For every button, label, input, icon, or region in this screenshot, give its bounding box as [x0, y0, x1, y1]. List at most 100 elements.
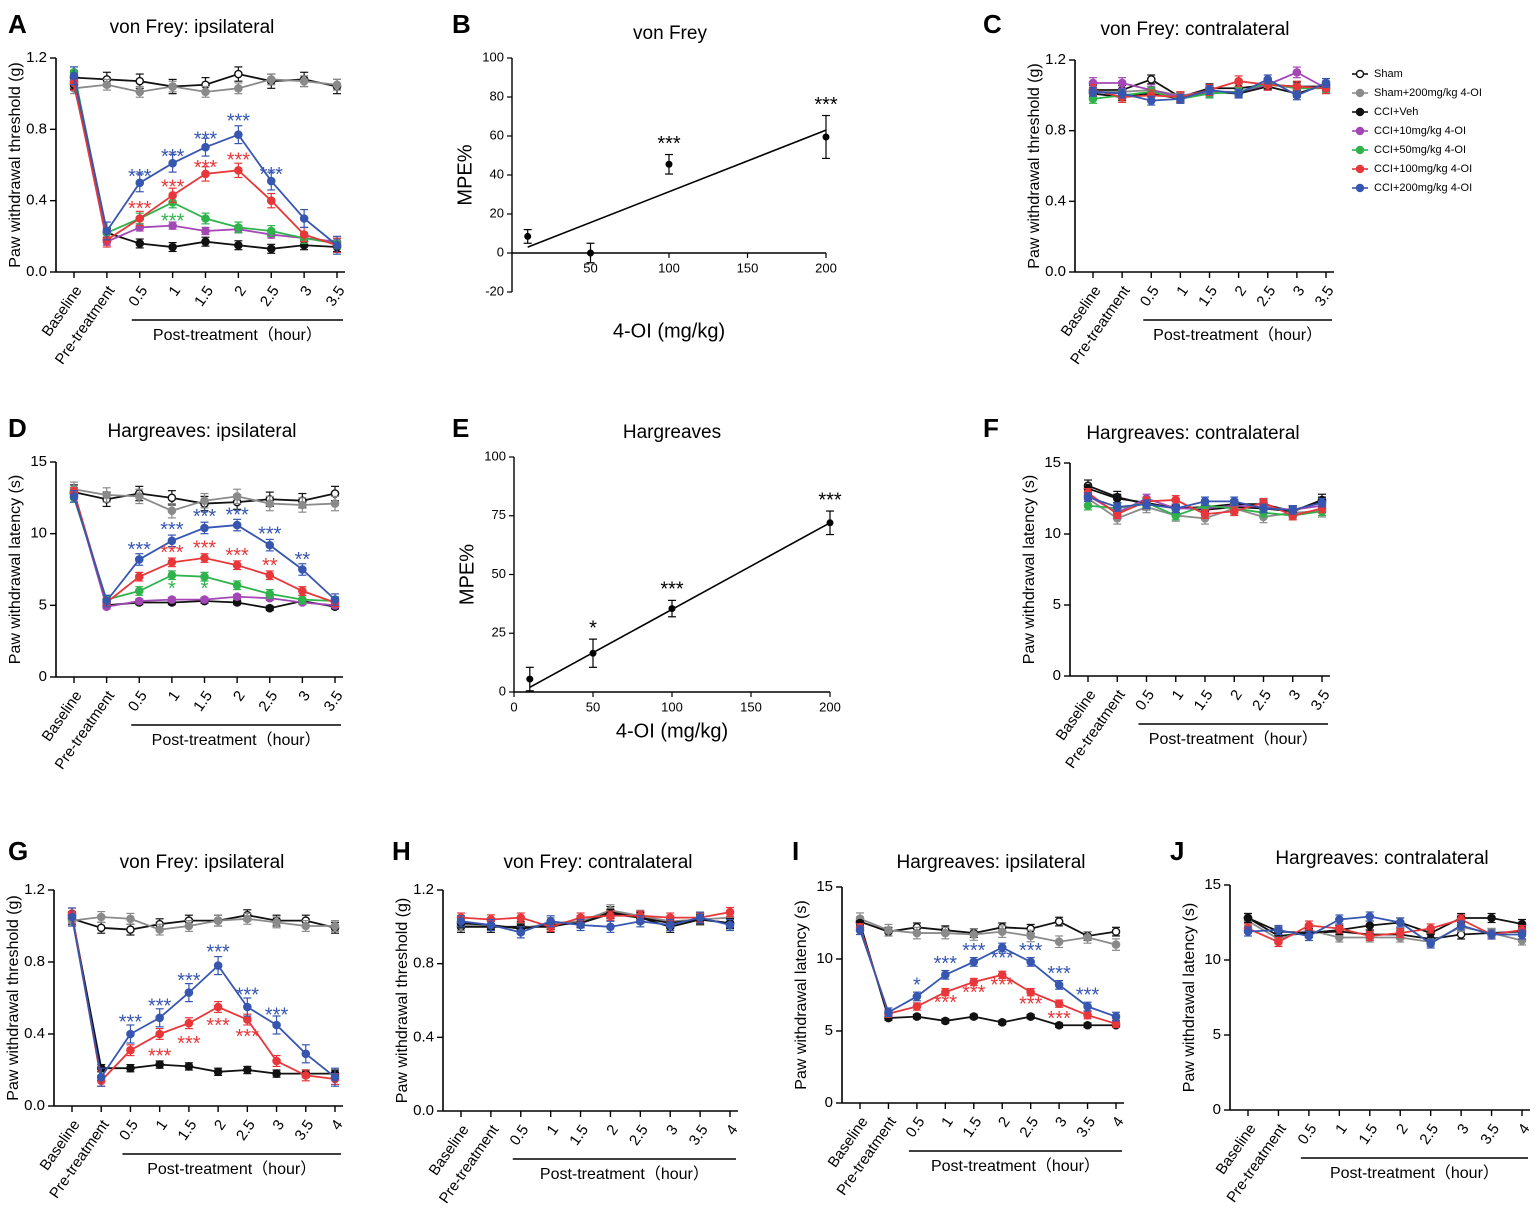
data-point [330, 499, 340, 508]
significance-label: *** [1019, 940, 1043, 962]
significance-label: *** [657, 133, 681, 155]
legend-marker [1355, 107, 1365, 117]
series-cci200 [456, 911, 735, 939]
y-tick-label: 15 [30, 453, 47, 470]
x-tick-label: 2 [1393, 1121, 1412, 1138]
x-tick-label: 0 [510, 699, 517, 714]
data-point [912, 1002, 922, 1011]
significance-label: * [913, 975, 921, 997]
x-tick-label: 4 [1515, 1121, 1534, 1138]
y-tick-label: 1.2 [24, 881, 45, 898]
y-axis-label: Paw withdrawal threshold (g) [394, 898, 411, 1103]
y-tick-label: 0.0 [1045, 263, 1066, 280]
data-point [135, 239, 145, 248]
x-tick-label: 0.5 [1295, 1121, 1321, 1148]
data-point [155, 1029, 164, 1039]
x-tick-label: 3 [297, 283, 316, 300]
series-line [859, 920, 1117, 937]
data-point [332, 240, 342, 250]
series-cciveh [456, 908, 735, 934]
data-point [822, 133, 830, 141]
series-cci100 [855, 923, 1121, 1029]
data-point [168, 221, 177, 230]
significance-label: * [201, 578, 209, 600]
y-axis-label: Paw withdrawal threshold (g) [1026, 63, 1043, 268]
x-tick-label: 2.5 [1016, 1114, 1042, 1141]
significance-label: *** [161, 210, 185, 232]
y-tick-label: 10 [30, 525, 47, 542]
significance-label: *** [258, 523, 282, 545]
data-point [1487, 913, 1496, 923]
data-point [168, 158, 177, 168]
x-tick-label: 3 [1052, 1114, 1071, 1131]
data-point [134, 596, 144, 606]
data-point [232, 492, 242, 501]
x-tick-label: 3.5 [323, 283, 349, 310]
data-point [941, 928, 950, 938]
data-point [1171, 495, 1181, 505]
data-point [969, 1012, 979, 1021]
y-tick-label: 75 [492, 507, 506, 522]
data-point [826, 519, 834, 527]
x-tick-label: 1 [543, 1122, 562, 1139]
legend-item-sham200: Sham+200mg/kg 4-OI [1352, 87, 1482, 99]
data-point [232, 520, 242, 530]
data-point [1200, 497, 1210, 506]
significance-label: *** [194, 128, 218, 150]
data-point [134, 586, 144, 596]
data-point [486, 920, 496, 930]
panel-label: H [392, 836, 411, 866]
y-tick-label: 1.2 [1045, 51, 1066, 68]
data-point [184, 921, 194, 931]
data-point [155, 925, 164, 934]
data-point [167, 558, 177, 567]
significance-label: *** [160, 519, 184, 541]
x-tick-label: 2 [231, 283, 250, 300]
legend-item-cci50: CCI+50mg/kg 4-OI [1352, 144, 1466, 156]
data-point [516, 913, 526, 922]
y-tick-label: 5 [1213, 1026, 1221, 1043]
chart-title: von Frey: ipsilateral [110, 17, 275, 38]
data-point [695, 913, 705, 922]
series-cci200 [855, 925, 1121, 1022]
data-point [884, 1007, 893, 1017]
panel-label: A [8, 9, 27, 39]
data-point [201, 237, 210, 246]
data-point [1304, 931, 1314, 941]
series-line [460, 916, 731, 934]
series-cci100 [67, 907, 340, 1087]
data-point [1026, 1012, 1035, 1021]
significance-label: *** [1076, 985, 1100, 1007]
x-tick-label: 2.5 [257, 283, 283, 310]
y-tick-label: 0.4 [1045, 192, 1066, 209]
x-group-label: Post-treatment（hour） [147, 1160, 316, 1178]
data-point [1234, 76, 1243, 86]
panel-e: E Hargreaves 0 25 50 75 100 0 50 100 150 200 4-OI (m… [452, 413, 842, 742]
panel-j: J Hargreaves: contralateral 0 5 10 15 Paw with… [1170, 836, 1534, 1206]
significance-label: *** [991, 975, 1015, 997]
data-point [298, 500, 307, 510]
data-point [213, 961, 223, 970]
x-tick-label: 2.5 [233, 1117, 259, 1144]
significance-label: *** [260, 164, 284, 186]
data-point [1026, 957, 1035, 967]
x-tick-label: 3 [1290, 283, 1309, 300]
data-point [330, 921, 340, 931]
significance-label: *** [1047, 963, 1071, 985]
significance-label: *** [206, 1015, 230, 1037]
significance-label: *** [128, 166, 152, 188]
significance-label: *** [1047, 1008, 1071, 1030]
data-point [243, 914, 252, 924]
data-point [969, 957, 979, 967]
data-point [234, 223, 243, 232]
significance-label: *** [934, 992, 958, 1014]
data-point [265, 589, 275, 599]
data-point [1117, 89, 1127, 98]
data-point [102, 490, 111, 500]
data-point [201, 142, 210, 152]
y-tick-label: 0 [499, 683, 506, 698]
data-point [1054, 1020, 1064, 1030]
data-point [155, 1013, 164, 1023]
